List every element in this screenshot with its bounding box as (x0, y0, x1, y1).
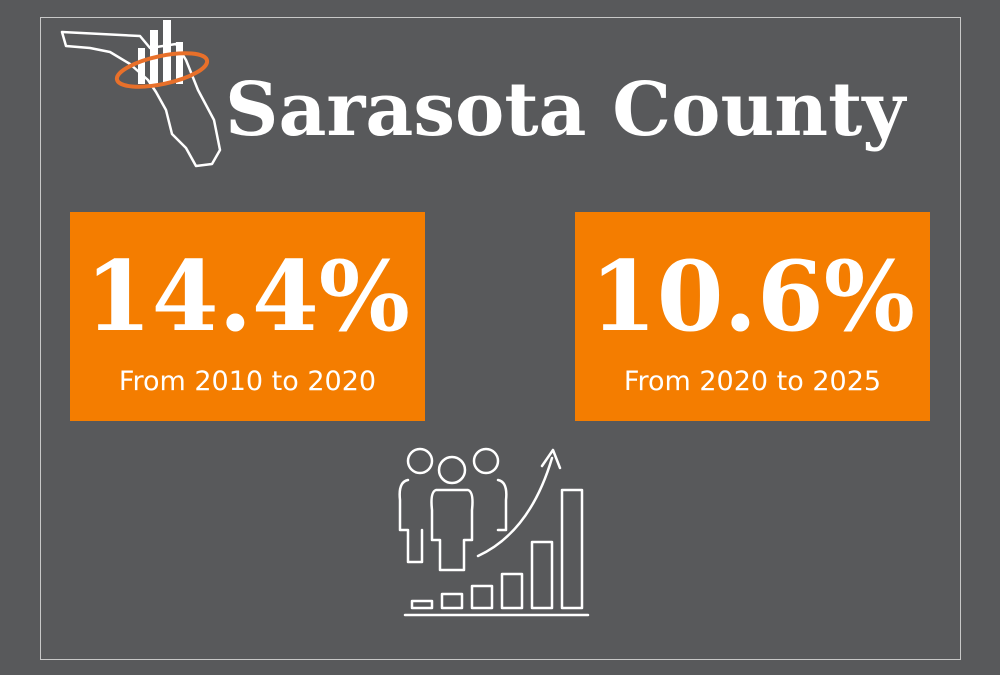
frame (40, 17, 961, 660)
stat-label: From 2020 to 2025 (624, 366, 881, 397)
title: Sarasota County (225, 67, 907, 153)
stat-value: 10.6% (590, 240, 915, 353)
logo (60, 20, 222, 168)
logo-bar (176, 42, 183, 84)
stat-value: 14.4% (85, 240, 410, 353)
stat-box (575, 212, 930, 421)
logo-bar (138, 48, 145, 84)
stat-box (70, 212, 425, 421)
logo-ring (114, 51, 210, 89)
stat-label: From 2010 to 2020 (119, 366, 376, 397)
growth-icon (398, 447, 590, 617)
logo-bar (163, 20, 171, 84)
